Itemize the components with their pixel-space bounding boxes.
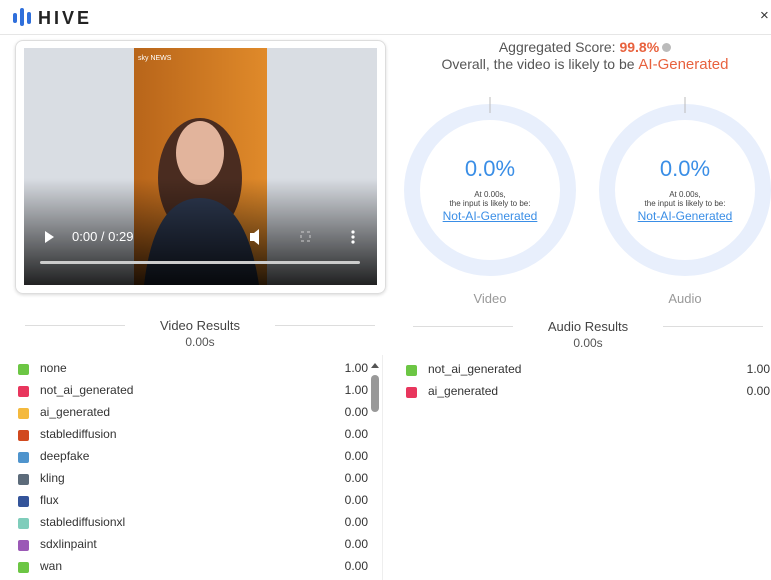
result-row: stablediffusion 0.00 <box>18 426 368 448</box>
gauge-verdict: Not-AI-Generated <box>637 209 733 223</box>
result-row: sdxlinpaint 0.00 <box>18 536 368 558</box>
result-score: 1.00 <box>344 383 368 397</box>
result-row: not_ai_generated 1.00 <box>406 361 770 383</box>
result-name: ai_generated <box>428 384 499 398</box>
color-swatch <box>18 408 29 419</box>
column-divider <box>382 355 383 580</box>
result-row: ai_generated 0.00 <box>18 404 368 426</box>
result-score: 0.00 <box>344 559 368 573</box>
logo-icon <box>13 8 31 26</box>
result-row: wan 0.00 <box>18 558 368 580</box>
result-name: flux <box>40 493 59 507</box>
gauge-label: Video <box>473 291 507 306</box>
color-swatch <box>18 540 29 551</box>
result-score: 1.00 <box>746 362 770 376</box>
result-name: ai_generated <box>40 405 111 419</box>
result-name: sdxlinpaint <box>40 537 97 551</box>
result-score: 0.00 <box>746 384 770 398</box>
gauge-line: the input is likely to be: <box>449 199 531 208</box>
gauge-line: the input is likely to be: <box>644 199 726 208</box>
result-row: none 1.00 <box>18 360 368 382</box>
color-swatch <box>406 365 417 376</box>
result-score: 0.00 <box>344 537 368 551</box>
result-name: not_ai_generated <box>428 362 522 376</box>
result-name: deepfake <box>40 449 90 463</box>
result-score: 0.00 <box>344 427 368 441</box>
watermark: sky NEWS <box>138 55 172 62</box>
close-button[interactable]: × <box>760 7 769 24</box>
result-name: none <box>40 361 67 375</box>
video-results-time: 0.00s <box>185 335 215 349</box>
summary-sentence: Overall, the video is likely to be AI-Ge… <box>400 56 770 73</box>
score-value: 99.8% <box>619 39 660 55</box>
color-swatch <box>18 452 29 463</box>
video-player[interactable]: sky NEWS 0:00 / 0:29 <box>24 48 377 285</box>
result-row: ai_generated 0.00 <box>406 383 770 405</box>
result-score: 0.00 <box>344 449 368 463</box>
video-results-title: Video Results <box>125 318 275 333</box>
gauge-verdict: Not-AI-Generated <box>442 209 538 223</box>
score-label: Aggregated Score: <box>498 39 616 55</box>
result-row: kling 0.00 <box>18 470 368 492</box>
result-score: 0.00 <box>344 471 368 485</box>
color-swatch <box>18 364 29 375</box>
gauge-ring <box>599 97 771 276</box>
header: HIVE × <box>0 0 771 35</box>
result-name: wan <box>40 559 63 573</box>
result-name: not_ai_generated <box>40 383 134 397</box>
color-swatch <box>18 518 29 529</box>
gauge-value: 0.0% <box>659 156 711 181</box>
result-row: stablediffusionxl 0.00 <box>18 514 368 536</box>
audio-results-title: Audio Results <box>513 319 663 334</box>
gauge-label: Audio <box>668 291 702 306</box>
time-display: 0:00 / 0:29 <box>72 229 133 244</box>
gauge-time: At 0.00s, <box>474 190 506 199</box>
color-swatch <box>18 386 29 397</box>
color-swatch <box>18 496 29 507</box>
result-score: 0.00 <box>344 515 368 529</box>
color-swatch <box>18 430 29 441</box>
result-score: 0.00 <box>344 405 368 419</box>
result-row: not_ai_generated 1.00 <box>18 382 368 404</box>
result-score: 0.00 <box>344 493 368 507</box>
verdict: AI-Generated <box>638 56 729 73</box>
result-name: kling <box>40 471 65 485</box>
audio-results-time: 0.00s <box>573 336 603 350</box>
result-name: stablediffusion <box>40 427 117 441</box>
gauge-ring <box>404 97 576 276</box>
gauge-value: 0.0% <box>464 156 516 181</box>
logo-text: HIVE <box>38 8 93 28</box>
result-name: stablediffusionxl <box>40 515 126 529</box>
player-card <box>15 40 386 294</box>
result-score: 1.00 <box>344 361 368 375</box>
scrollbar[interactable] <box>369 360 381 580</box>
gauge-time: At 0.00s, <box>669 190 701 199</box>
color-swatch <box>406 387 417 398</box>
color-swatch <box>18 474 29 485</box>
result-row: flux 0.00 <box>18 492 368 514</box>
sentence: Overall, the video is likely to be <box>441 56 635 72</box>
aggregated-score: Aggregated Score: 99.8% <box>400 39 770 55</box>
color-swatch <box>18 562 29 573</box>
result-row: deepfake 0.00 <box>18 448 368 470</box>
